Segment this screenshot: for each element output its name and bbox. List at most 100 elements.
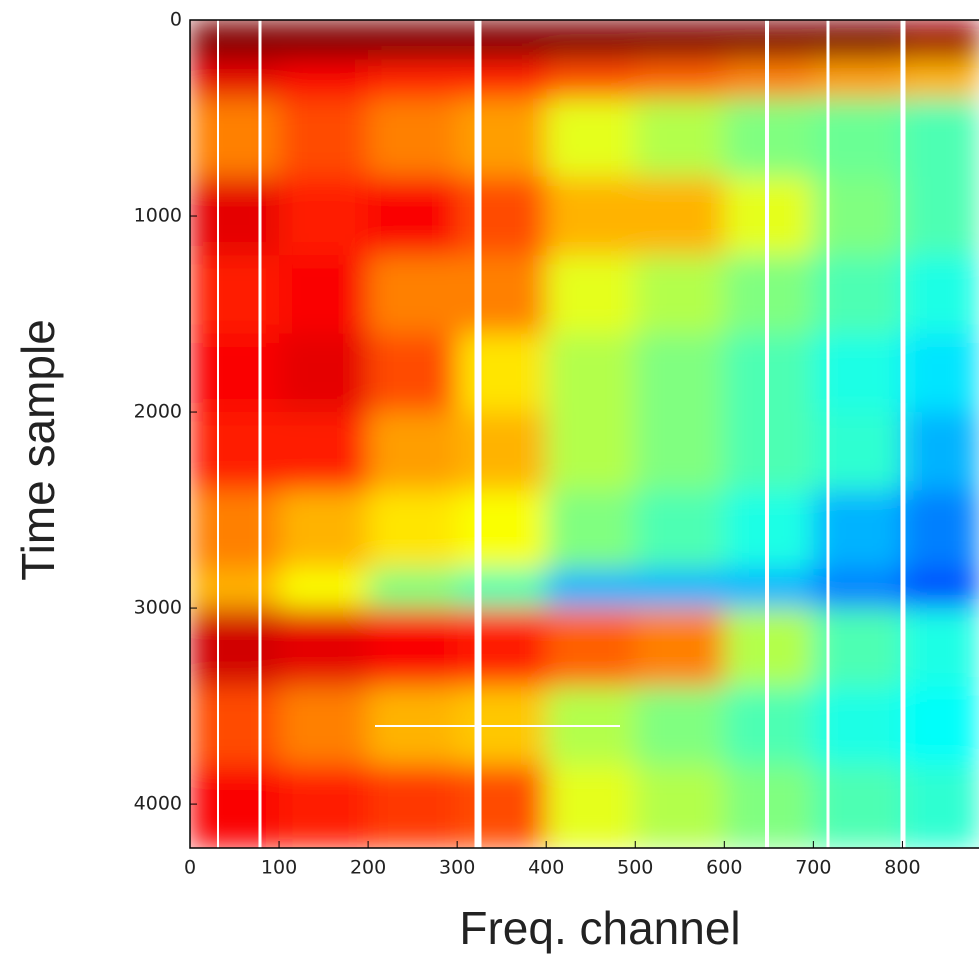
heat-cell [635,59,725,99]
heat-cell [190,764,280,848]
heat-cell [368,98,458,178]
heat-cell [190,412,280,491]
heat-cell [724,490,814,570]
heat-cell [190,490,280,570]
heat-cell [368,20,458,60]
y-tick-label: 2000 [134,401,182,423]
heat-cell [279,608,369,687]
heat-cell [279,764,369,848]
heatmap [190,20,979,848]
heat-cell [902,686,979,766]
heat-cell [368,764,458,848]
heat-cell [724,764,814,848]
x-tick-label: 500 [617,857,653,879]
heat-cell [279,333,369,413]
y-tick-label: 1000 [134,205,182,227]
heat-cell [279,568,369,609]
heat-cell [279,176,369,256]
heat-cell [902,59,979,99]
heat-cell [724,255,814,335]
heat-cell [902,412,979,491]
y-axis-label: Time sample [12,319,64,581]
heat-cell [279,59,369,99]
heat-cell [902,490,979,570]
heat-cell [724,20,814,60]
heat-cell [368,176,458,256]
heatmap-cells [190,20,979,848]
heat-cell [546,20,636,60]
heat-cell [635,608,725,687]
heat-cell [457,568,547,609]
heat-cell [635,20,725,60]
x-tick-label: 0 [184,857,196,879]
heat-cell [635,764,725,848]
heat-cell [279,686,369,766]
heat-cell [190,255,280,335]
heat-cell [457,98,547,178]
heat-cell [368,608,458,687]
heat-cell [902,98,979,178]
heat-cell [635,412,725,491]
heat-cell [635,333,725,413]
heat-cell [546,98,636,178]
heat-cell [457,59,547,99]
heat-cell [724,686,814,766]
heat-cell [190,686,280,766]
heat-cell [190,98,280,178]
x-tick-label: 700 [795,857,831,879]
heat-cell [724,98,814,178]
heat-cell [368,490,458,570]
heat-cell [724,568,814,609]
heat-cell [457,20,547,60]
heat-cell [457,333,547,413]
heat-cell [457,490,547,570]
x-axis-label: Freq. channel [459,902,740,954]
heat-cell [546,333,636,413]
heat-cell [546,608,636,687]
heat-cell [724,412,814,491]
heat-cell [368,568,458,609]
heat-cell [368,255,458,335]
heat-cell [279,412,369,491]
heat-cell [635,490,725,570]
heat-cell [902,333,979,413]
heat-cell [546,255,636,335]
heat-cell [279,20,369,60]
heat-cell [279,490,369,570]
heat-cell [546,764,636,848]
x-tick-label: 800 [884,857,920,879]
heat-cell [546,59,636,99]
heat-cell [457,176,547,256]
x-tick-label: 100 [261,857,297,879]
heat-cell [279,98,369,178]
heat-cell [190,176,280,256]
heat-cell [190,20,280,60]
heat-cell [368,333,458,413]
heat-cell [724,176,814,256]
heat-cell [190,59,280,99]
heat-cell [635,255,725,335]
x-tick-label: 300 [439,857,475,879]
axes: 0 100 200 300 400 500 600 700 800 0 1000 2000 3000 40… [134,9,921,879]
heat-cell [902,20,979,60]
heat-cell [635,686,725,766]
heat-cell [724,333,814,413]
heat-cell [457,412,547,491]
heat-cell [190,608,280,687]
flagged-channels [217,20,906,848]
heat-cell [902,764,979,848]
heat-cell [546,568,636,609]
heat-cell [546,490,636,570]
heat-cell [368,412,458,491]
heat-cell [546,412,636,491]
heat-cell [457,255,547,335]
heat-cell [902,176,979,256]
heat-cell [635,568,725,609]
plot-frame [189,19,979,849]
y-tick-label: 4000 [134,793,182,815]
heat-cell [724,608,814,687]
heat-cell [457,608,547,687]
heat-cell [902,255,979,335]
heat-cell [635,176,725,256]
heat-cell [190,568,280,609]
